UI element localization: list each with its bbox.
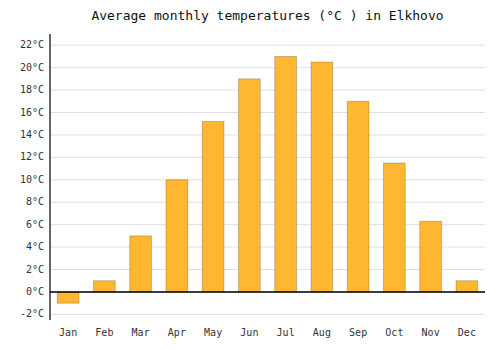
- y-tick-label: 2°C: [26, 264, 44, 275]
- x-tick-label: Nov: [422, 327, 440, 338]
- grid: [50, 45, 485, 314]
- bar: [311, 62, 333, 292]
- y-tick-label: 18°C: [20, 84, 44, 95]
- x-tick-label: Sep: [349, 327, 367, 338]
- y-tick-label: 8°C: [26, 196, 44, 207]
- x-tick-label: Mar: [132, 327, 150, 338]
- grid-line: [50, 90, 485, 91]
- bar: [57, 292, 79, 303]
- x-axis: Jan Feb Mar Apr May Jun Jul Aug Sep Oct Nov Dec: [59, 327, 476, 338]
- y-tick-label: 14°C: [20, 129, 44, 140]
- bar: [130, 236, 152, 292]
- bar: [202, 121, 224, 291]
- bar: [239, 79, 261, 292]
- y-axis-line: [49, 34, 50, 320]
- grid-line: [50, 202, 485, 203]
- grid-line: [50, 314, 485, 315]
- x-tick-label: May: [204, 327, 222, 338]
- title: Average monthly temperatures (°C ) in El…: [91, 8, 443, 23]
- x-tick-label: Oct: [385, 327, 403, 338]
- bars: [57, 56, 478, 303]
- x-tick-label: Dec: [458, 327, 476, 338]
- chart: -2°C 0°C 2°C 4°C 6°C 8°C 10°C 12°C 14°C 16°C 18°C 2…: [0, 0, 500, 350]
- y-tick-label: 0°C: [26, 286, 44, 297]
- y-tick-label: 22°C: [20, 39, 44, 50]
- x-tick-label: Feb: [95, 327, 113, 338]
- grid-line: [50, 112, 485, 113]
- x-tick-label: Jul: [277, 327, 295, 338]
- x-tick-label: Aug: [313, 327, 331, 338]
- bar: [347, 101, 369, 292]
- zero-line: [50, 291, 485, 293]
- bar: [94, 281, 116, 292]
- x-tick-label: Apr: [168, 327, 186, 338]
- bar: [420, 221, 442, 292]
- x-tick-label: Jun: [240, 327, 258, 338]
- y-tick-label: 16°C: [20, 107, 44, 118]
- grid-line: [50, 45, 485, 46]
- y-tick-label: 4°C: [26, 241, 44, 252]
- y-axis: -2°C 0°C 2°C 4°C 6°C 8°C 10°C 12°C 14°C 16°C 18°C 2…: [20, 39, 44, 319]
- y-tick-label: 10°C: [20, 174, 44, 185]
- bar: [275, 56, 297, 292]
- y-tick-label: 20°C: [20, 62, 44, 73]
- x-tick-label: Jan: [59, 327, 77, 338]
- bar: [456, 281, 478, 292]
- grid-line: [50, 134, 485, 135]
- bar: [384, 163, 406, 292]
- bar: [166, 180, 188, 292]
- grid-line: [50, 67, 485, 68]
- y-tick-label: 12°C: [20, 151, 44, 162]
- grid-line: [50, 157, 485, 158]
- y-tick-label: -2°C: [20, 308, 44, 319]
- grid-line: [50, 291, 485, 292]
- chart-container: -2°C 0°C 2°C 4°C 6°C 8°C 10°C 12°C 14°C 16°C 18°C 2…: [0, 0, 500, 350]
- y-tick-label: 6°C: [26, 219, 44, 230]
- grid-line: [50, 179, 485, 180]
